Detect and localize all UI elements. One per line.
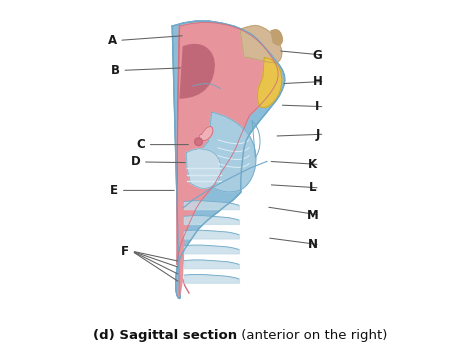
Polygon shape	[240, 25, 282, 63]
Text: I: I	[315, 100, 320, 113]
Text: N: N	[308, 238, 318, 251]
Polygon shape	[177, 22, 278, 265]
Polygon shape	[271, 30, 283, 45]
Text: M: M	[307, 209, 319, 222]
Polygon shape	[180, 45, 214, 98]
Text: (anterior on the right): (anterior on the right)	[237, 329, 387, 342]
Polygon shape	[172, 21, 285, 298]
Text: K: K	[308, 158, 318, 171]
Text: G: G	[313, 49, 322, 62]
Text: H: H	[313, 75, 322, 88]
Text: J: J	[315, 128, 320, 141]
Text: E: E	[110, 184, 118, 197]
Text: A: A	[108, 34, 117, 47]
Polygon shape	[186, 149, 221, 188]
Text: (d) Sagittal section: (d) Sagittal section	[93, 329, 237, 342]
Text: L: L	[309, 181, 317, 194]
Text: B: B	[111, 64, 120, 77]
Polygon shape	[257, 58, 282, 108]
Polygon shape	[177, 184, 184, 297]
Text: C: C	[136, 138, 145, 151]
Text: D: D	[131, 155, 141, 168]
Polygon shape	[199, 127, 213, 140]
Text: F: F	[121, 244, 129, 257]
Polygon shape	[200, 112, 256, 192]
Circle shape	[195, 138, 202, 145]
